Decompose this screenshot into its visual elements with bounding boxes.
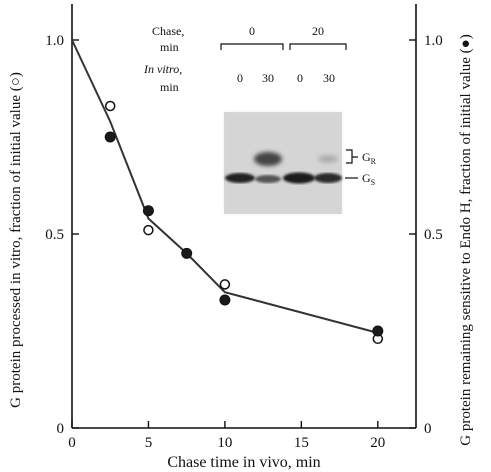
inset-invitro-label: In vitro,: [143, 62, 182, 76]
inset-chase-value-1: 0: [249, 24, 255, 38]
y-tick-label-left: 0: [57, 421, 65, 437]
plot-frame: [71, 4, 417, 429]
inset-invitro-value-2: 30: [262, 71, 274, 85]
x-tick-label: 15: [294, 435, 309, 451]
point-filled-circle: [104, 131, 116, 143]
y-axis-title-right: G protein remaining sensitive to Endo H,…: [458, 34, 474, 445]
gr-marker: [346, 149, 358, 164]
y-ticks: 0 0.5 1.0 0 0.5 1.0: [45, 33, 443, 437]
gel-band-gs-lane2: [255, 175, 281, 183]
x-tick-label: 0: [68, 435, 76, 451]
inset-bracket-left: [220, 43, 284, 50]
series-layer: [71, 39, 384, 345]
inset-chase-unit: min: [160, 40, 179, 54]
x-tick-label: 20: [370, 435, 385, 451]
x-axis-title: Chase time in vivo, min: [167, 454, 320, 471]
inset-bracket-right: [289, 43, 347, 50]
point-filled-circle: [372, 325, 384, 337]
x-ticks: 0 5 10 15 20: [68, 421, 385, 451]
inset-invitro-value-1: 0: [237, 71, 243, 85]
fit-line: [71, 39, 379, 334]
x-tick-label: 10: [217, 435, 232, 451]
y-tick-label-right: 0: [424, 421, 432, 437]
inset-invitro-unit: min: [160, 80, 179, 94]
point-filled-circle: [142, 205, 154, 217]
inset-invitro-value-4: 30: [323, 71, 335, 85]
gel-inset: Chase, min In vitro, min 0 20 0 30 0 30 …: [143, 24, 377, 214]
point-filled-circle: [219, 294, 231, 306]
y-tick-label-right: 1.0: [424, 33, 443, 49]
inset-chase-value-2: 20: [312, 24, 324, 38]
x-tick-label: 5: [145, 435, 153, 451]
gel-band-gr-lane2: [254, 152, 282, 166]
y-tick-label-left: 1.0: [45, 33, 64, 49]
y-axis-title-left: G protein processed in vitro, fraction o…: [8, 72, 24, 408]
point-filled-circle: [181, 247, 193, 259]
gel-band-gs-lane4: [314, 173, 342, 183]
y-tick-label-right: 0.5: [424, 227, 443, 243]
gel-band-gs-lane3: [283, 172, 315, 184]
point-open-circle: [104, 100, 116, 112]
gr-label: GR: [362, 150, 377, 166]
inset-invitro-value-3: 0: [297, 71, 303, 85]
point-open-circle: [219, 279, 231, 290]
y-tick-label-left: 0.5: [45, 227, 64, 243]
gel-band-gr-lane4: [318, 155, 338, 163]
point-open-circle: [143, 224, 154, 236]
inset-chase-label: Chase,: [152, 24, 184, 38]
gs-label: GS: [362, 171, 375, 187]
gel-band-gs-lane1: [225, 173, 255, 183]
